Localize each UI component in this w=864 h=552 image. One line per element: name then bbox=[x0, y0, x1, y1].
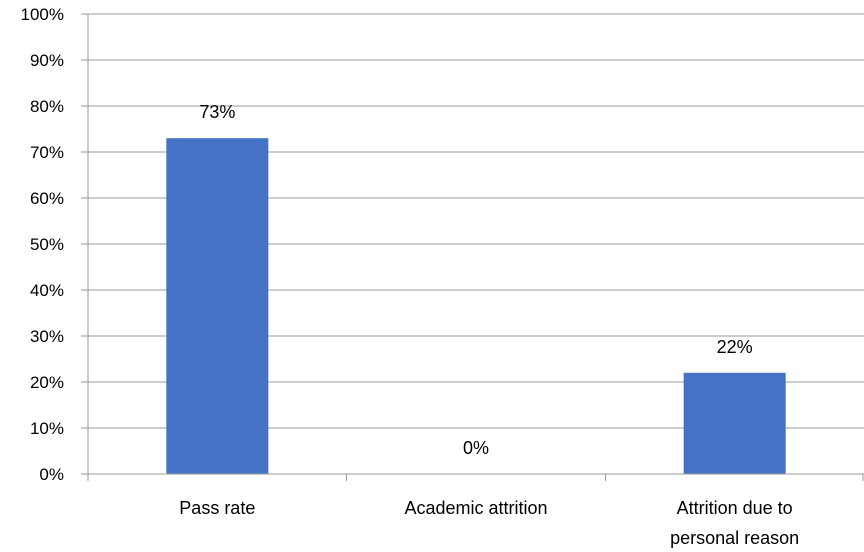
data-labels: 73% 0% 22% bbox=[199, 102, 752, 458]
y-tick-label: 90% bbox=[30, 51, 64, 70]
x-category-label: Attrition due to personal reason bbox=[670, 498, 799, 548]
x-axis-category-labels: Pass rate Academic attrition Attrition due… bbox=[179, 498, 799, 548]
bars bbox=[166, 138, 786, 474]
y-tick-label: 20% bbox=[30, 373, 64, 392]
y-tick-label: 10% bbox=[30, 419, 64, 438]
bar bbox=[166, 138, 269, 474]
y-tick-label: 0% bbox=[39, 465, 64, 484]
y-tick-label: 30% bbox=[30, 327, 64, 346]
y-tick-label: 50% bbox=[30, 235, 64, 254]
x-category-label: Academic attrition bbox=[404, 498, 547, 518]
data-label: 73% bbox=[199, 102, 235, 122]
y-tick-label: 60% bbox=[30, 189, 64, 208]
y-axis-tick-labels: 0% 10% 20% 30% 40% 50% 60% 70% 80% 90% 100% bbox=[21, 5, 64, 484]
y-tick-label: 80% bbox=[30, 97, 64, 116]
y-tick-label: 100% bbox=[21, 5, 64, 24]
y-tick-label: 70% bbox=[30, 143, 64, 162]
data-label: 22% bbox=[717, 337, 753, 357]
y-tick-label: 40% bbox=[30, 281, 64, 300]
x-category-label: Pass rate bbox=[179, 498, 255, 518]
axes bbox=[81, 14, 864, 481]
data-label: 0% bbox=[463, 438, 489, 458]
bar bbox=[683, 372, 786, 474]
